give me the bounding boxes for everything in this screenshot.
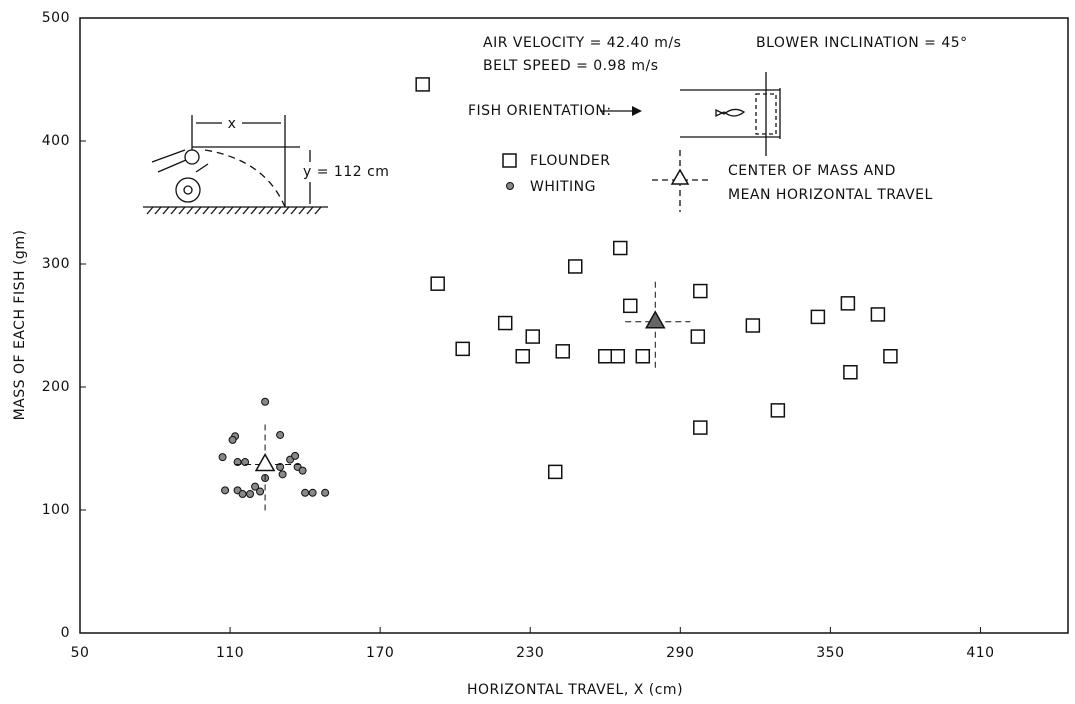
data-point — [693, 420, 708, 435]
y-tick-label: 500 — [42, 10, 70, 26]
data-point — [690, 329, 706, 344]
data-point — [598, 349, 613, 364]
data-point — [770, 403, 786, 418]
data-point — [251, 482, 260, 491]
data-point — [276, 430, 285, 439]
legend-label: CENTER OF MASS AND — [728, 163, 896, 179]
data-point — [455, 341, 470, 357]
data-point — [883, 349, 898, 364]
data-point — [515, 349, 530, 364]
x-tick-label: 350 — [816, 645, 844, 661]
annotation: y = 112 cm — [303, 164, 389, 180]
data-point — [810, 309, 826, 325]
data-point — [276, 462, 285, 471]
data-point — [238, 490, 247, 499]
data-point — [555, 344, 570, 359]
x-tick-label: 110 — [216, 645, 244, 661]
annotation: FISH ORIENTATION: — [468, 103, 612, 119]
data-point — [870, 307, 886, 322]
legend-label: WHITING — [530, 179, 596, 195]
y-tick-label: 200 — [42, 379, 70, 395]
data-point — [218, 453, 227, 462]
data-point — [635, 349, 651, 364]
annotation: x — [228, 116, 237, 132]
data-point — [246, 490, 255, 499]
data-point — [233, 458, 242, 467]
y-tick-label: 300 — [42, 256, 70, 272]
x-tick-label: 230 — [516, 645, 544, 661]
data-point — [308, 488, 317, 497]
data-point — [693, 283, 708, 299]
legend: FLOUNDER WHITING CENTER OF MASS AND MEAN… — [502, 150, 933, 212]
x-tick-label: 170 — [366, 645, 394, 661]
data-point — [256, 487, 265, 496]
x-axis-title: HORIZONTAL TRAVEL, X (cm) — [467, 682, 683, 698]
data-point — [430, 276, 445, 291]
data-point — [241, 458, 250, 467]
data-point — [298, 466, 307, 475]
legend-marker — [506, 182, 514, 190]
data-point — [497, 315, 513, 331]
y-axis-title: MASS OF EACH FISH (gm) — [12, 230, 28, 421]
data-point — [415, 77, 430, 92]
data-point — [301, 488, 310, 497]
data-point — [228, 435, 237, 444]
legend-label: MEAN HORIZONTAL TRAVEL — [728, 187, 933, 203]
data-point — [547, 464, 563, 480]
legend-label: FLOUNDER — [530, 153, 610, 169]
data-point — [568, 259, 583, 274]
data-point — [221, 486, 230, 495]
annotation: BELT SPEED = 0.98 m/s — [483, 58, 659, 74]
data-point — [261, 397, 270, 406]
y-tick-label: 400 — [42, 133, 70, 149]
legend-marker — [502, 153, 517, 168]
data-point — [623, 298, 638, 314]
plot-frame — [79, 17, 1069, 634]
data-point — [745, 318, 761, 333]
legend-marker — [670, 168, 690, 185]
data-point — [843, 364, 858, 380]
data-point — [278, 470, 287, 479]
annotation: BLOWER INCLINATION = 45° — [756, 35, 968, 51]
data-point — [613, 240, 628, 256]
data-point — [321, 488, 330, 497]
x-tick-label: 290 — [666, 645, 694, 661]
data-point — [610, 349, 626, 364]
x-tick-label: 50 — [71, 645, 90, 661]
fish-orientation-sketch — [600, 72, 781, 156]
data-point — [525, 329, 540, 344]
data-point — [840, 296, 856, 311]
data-point — [291, 451, 300, 460]
center-of-mass — [254, 452, 276, 472]
x-tick-label: 410 — [966, 645, 994, 661]
blower-sketch: x y = 112 cm — [143, 115, 389, 215]
y-tick-label: 100 — [42, 502, 70, 518]
center-of-mass — [645, 310, 666, 329]
y-tick-label: 0 — [61, 625, 70, 641]
annotation: AIR VELOCITY = 42.40 m/s — [483, 35, 681, 51]
